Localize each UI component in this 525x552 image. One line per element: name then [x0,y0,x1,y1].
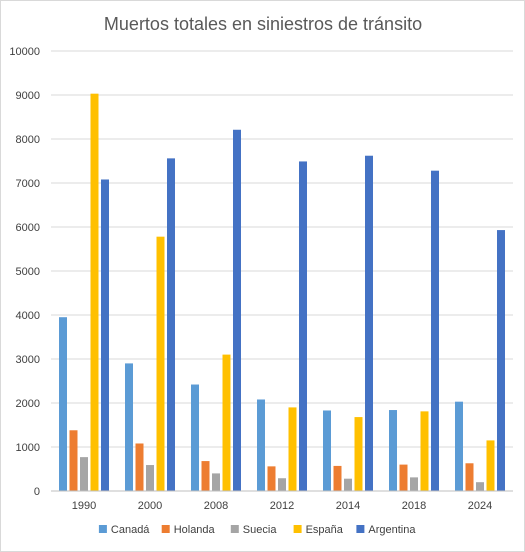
bar [212,473,220,491]
bar [476,482,484,491]
bar [323,410,331,491]
bar [191,384,199,491]
bar [90,93,99,492]
bar [354,417,363,491]
bar [233,129,241,491]
bar [344,478,352,491]
y-tick-label: 3000 [16,354,40,366]
bar [125,363,133,491]
y-tick-label: 8000 [16,134,40,146]
bar [333,465,342,491]
legend-swatch [293,525,302,533]
bar [257,399,265,491]
bar [420,411,429,491]
x-tick-label: 2012 [270,500,294,512]
x-tick-label: 2000 [138,500,162,512]
bar [146,465,154,491]
y-tick-label: 0 [34,486,40,498]
bar [167,158,175,492]
legend-swatch [356,525,365,533]
bar [465,463,474,491]
bar [410,477,418,491]
legend-label: Argentina [368,524,416,536]
legend-swatch [98,525,107,533]
bar [267,466,276,491]
x-tick-label: 2024 [468,500,492,512]
bar [222,354,231,491]
legend-item: Holanda [161,524,216,536]
y-axis-ticks: 0 1000 2000 3000 4000 5000 6000 7000 8000 9000 100… [9,46,40,498]
chart-title: Muertos totales en siniestros de tránsit… [104,14,422,34]
legend-label: España [306,524,344,536]
bar [431,170,439,491]
legend-item: Canadá [98,524,150,536]
bar [299,161,307,491]
bar [201,461,210,491]
x-tick-label: 2018 [402,500,426,512]
y-tick-label: 1000 [16,442,40,454]
bar [497,230,505,491]
legend-label: Holanda [174,524,216,536]
x-tick-label: 1990 [72,500,96,512]
bar [278,478,286,491]
legend-label: Suecia [243,524,278,536]
bar [156,236,165,491]
x-tick-label: 2008 [204,500,228,512]
bar [365,155,373,491]
legend-swatch [230,525,239,533]
y-tick-label: 2000 [16,398,40,410]
x-axis-ticks: 1990 2000 2008 2012 2014 2018 2024 [72,500,492,512]
gridlines [51,50,513,448]
bar [135,443,144,491]
y-tick-label: 6000 [16,222,40,234]
y-tick-label: 5000 [16,266,40,278]
legend-item: Argentina [356,524,416,536]
bar [69,430,78,491]
legend-swatch [161,525,170,533]
y-tick-label: 9000 [16,90,40,102]
bar [399,464,408,491]
legend-item: España [293,524,344,536]
y-tick-label: 4000 [16,310,40,322]
bar [288,407,297,491]
legend-label: Canadá [111,524,150,536]
bar [389,410,397,491]
y-tick-label: 7000 [16,178,40,190]
legend-item: Suecia [230,524,278,536]
x-tick-label: 2014 [336,500,360,512]
legend: Canadá Holanda Suecia España Argentina [98,524,416,536]
bar [101,179,109,492]
bar [59,317,67,491]
bar [486,440,495,491]
bars [59,93,505,492]
bar [80,457,88,491]
y-tick-label: 10000 [9,46,40,58]
bar [455,401,463,491]
